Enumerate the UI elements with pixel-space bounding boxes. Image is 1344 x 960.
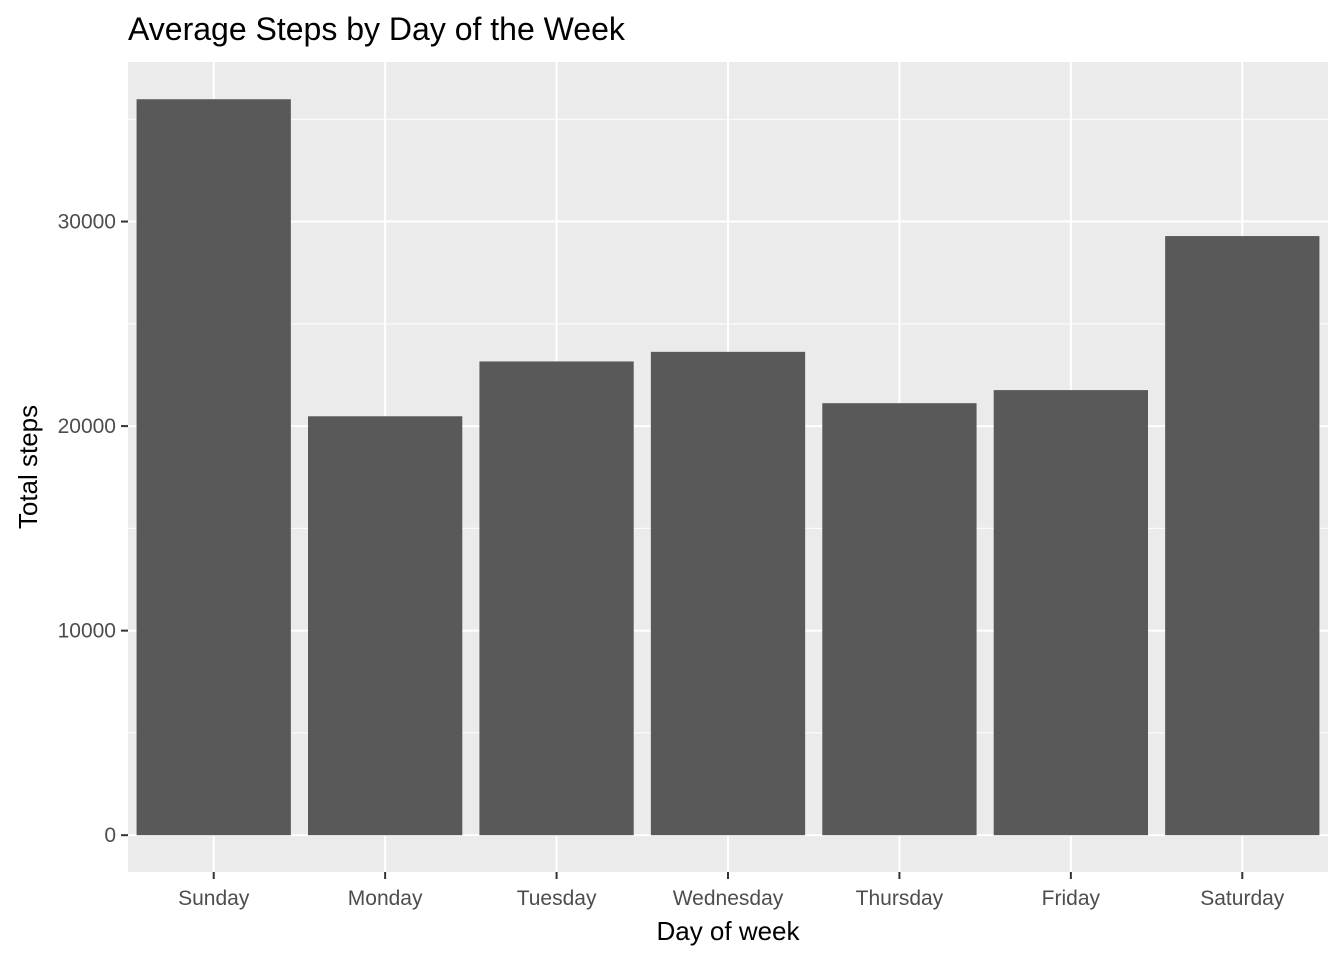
bar-tuesday <box>479 361 634 836</box>
y-tick-label: 30000 <box>58 211 116 234</box>
x-axis: Sunday Monday Tuesday Wednesday Thursday Frid… <box>178 872 1285 910</box>
y-axis-title: Total steps <box>13 405 43 529</box>
y-tick-label: 20000 <box>58 415 116 438</box>
x-tick-label: Wednesday <box>673 887 784 910</box>
x-tick-label: Sunday <box>178 887 250 910</box>
x-tick-label: Thursday <box>856 887 944 910</box>
x-tick-label: Friday <box>1042 887 1101 910</box>
y-tick-label: 0 <box>104 824 116 847</box>
bar-saturday <box>1165 236 1320 836</box>
bar-wednesday <box>650 351 806 836</box>
y-tick-label: 10000 <box>58 620 116 643</box>
x-tick-label: Tuesday <box>517 887 597 910</box>
bar-monday <box>308 416 463 836</box>
bar-thursday <box>822 403 977 836</box>
y-axis: 0 10000 20000 30000 <box>58 211 128 847</box>
x-axis-title: Day of week <box>656 916 800 946</box>
bar-sunday <box>136 99 291 836</box>
x-tick-label: Saturday <box>1200 887 1285 910</box>
bars <box>136 99 1320 836</box>
chart-title: Average Steps by Day of the Week <box>128 11 626 47</box>
bar-friday <box>993 390 1148 836</box>
x-tick-label: Monday <box>348 887 423 910</box>
